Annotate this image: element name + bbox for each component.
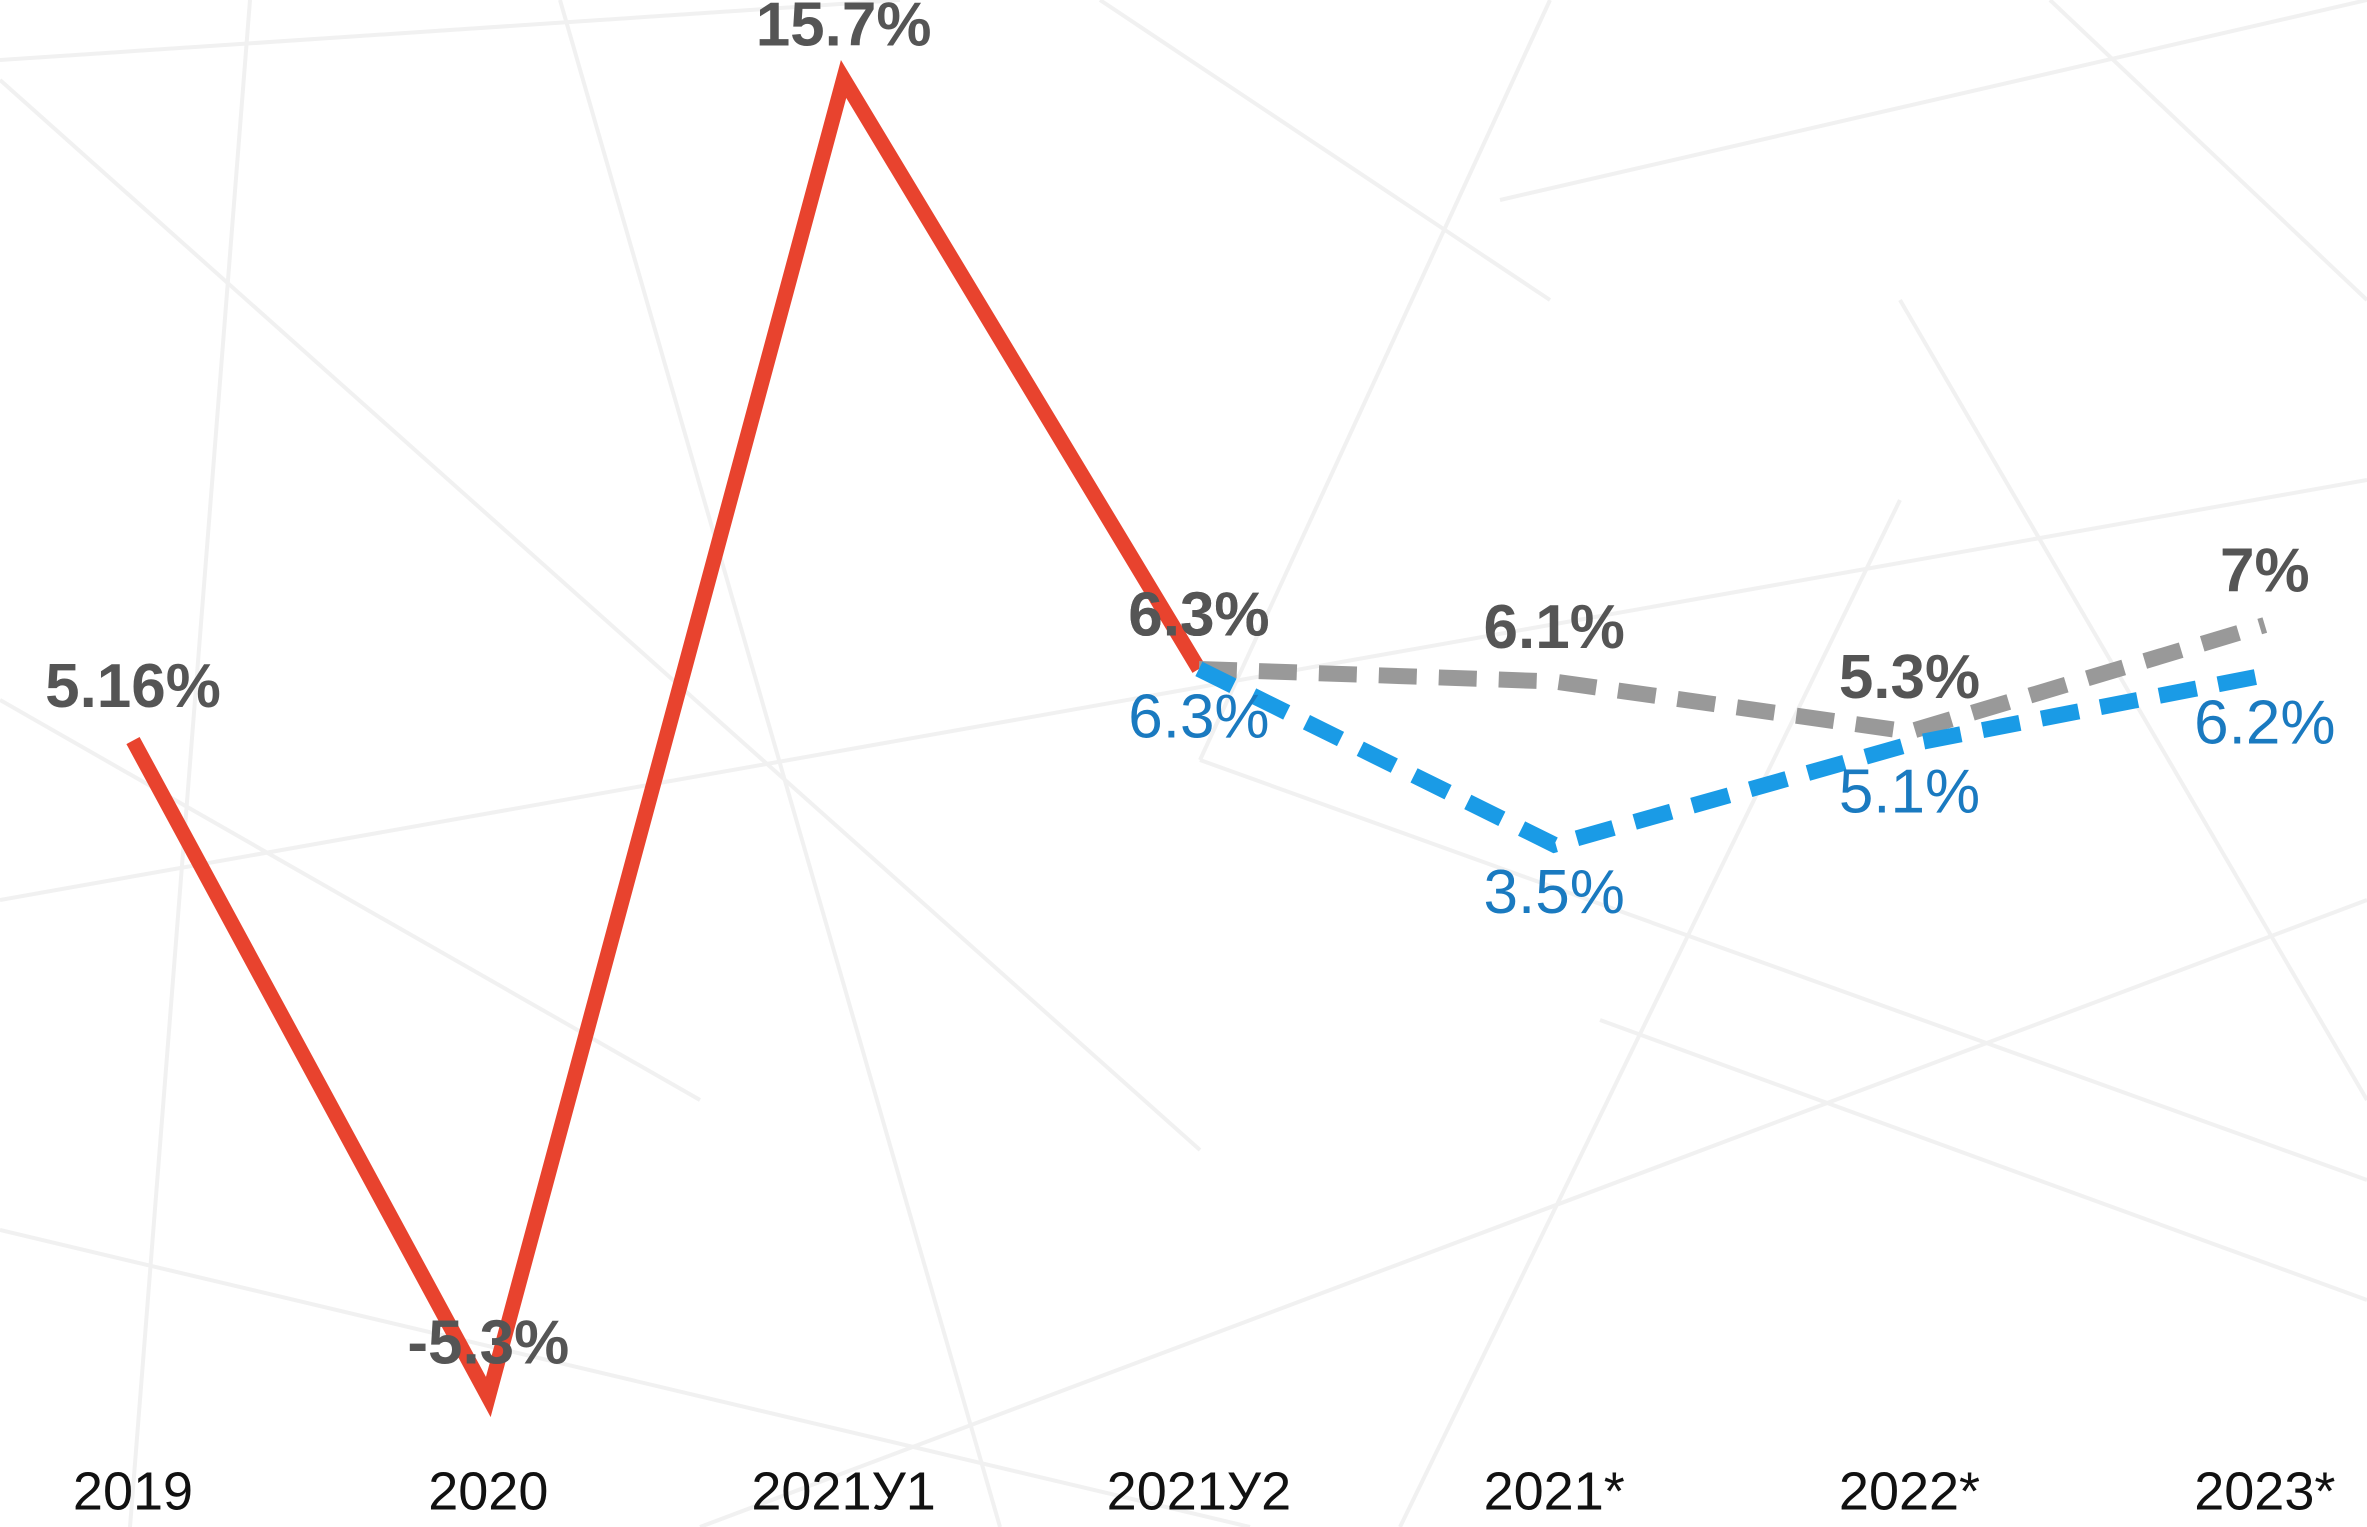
value-label: 6.3% [1128, 580, 1269, 649]
series-line [126, 60, 1206, 1418]
value-label: 6.2% [2194, 689, 2335, 758]
value-label: 5.3% [1839, 643, 1980, 712]
value-label: 3.5% [1484, 858, 1625, 927]
x-tick-label: 2022* [1839, 1461, 1980, 1521]
value-label: 15.7% [756, 0, 932, 59]
value-label: -5.3% [407, 1308, 569, 1377]
series-line [1195, 661, 2267, 854]
x-tick-label: 2021У1 [751, 1461, 935, 1521]
series-line [1198, 617, 2268, 740]
x-tick-label: 2021У2 [1107, 1461, 1291, 1521]
value-label: 5.16% [45, 652, 221, 721]
value-label: 5.1% [1839, 758, 1980, 827]
x-tick-label: 2021* [1484, 1461, 1625, 1521]
value-label: 6.3% [1128, 580, 1269, 649]
x-tick-label: 2020 [428, 1461, 548, 1521]
x-tick-label: 2023* [2194, 1461, 2335, 1521]
value-label: 6.3% [1128, 682, 1269, 751]
value-label: 6.1% [1484, 593, 1625, 662]
x-tick-label: 2019 [73, 1461, 193, 1521]
value-label: 7% [2220, 536, 2310, 605]
